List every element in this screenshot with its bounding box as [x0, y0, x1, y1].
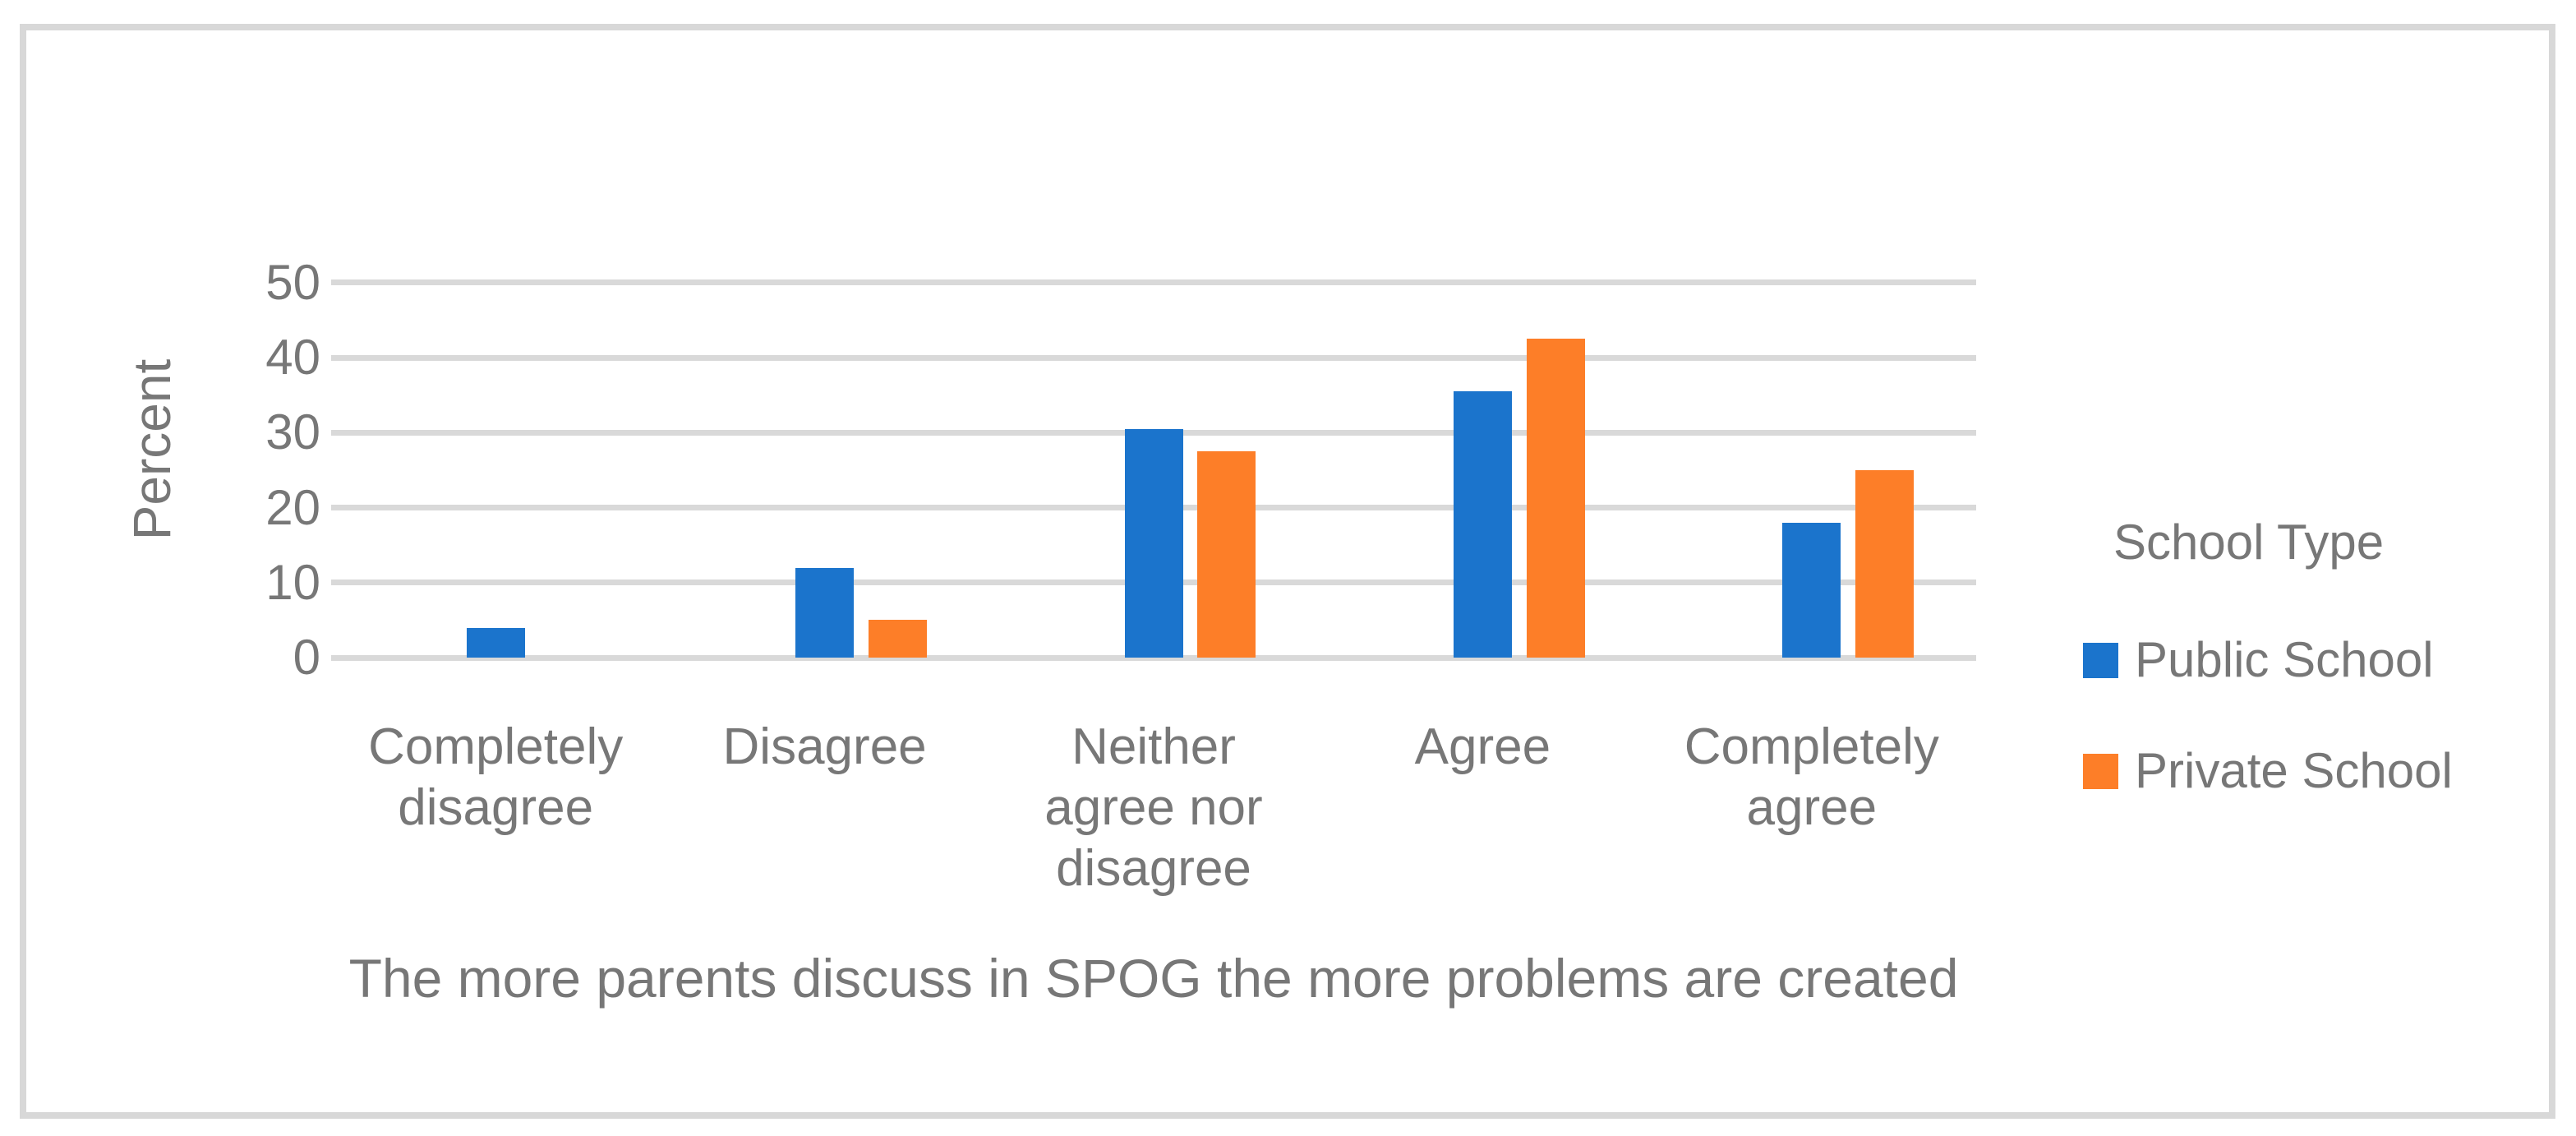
bar-private-school-disagree — [868, 620, 927, 658]
y-tick-label: 50 — [265, 254, 320, 310]
x-category-label-disagree: Disagree — [722, 718, 927, 775]
x-category-label-completely-agree: Completely agree — [1684, 718, 1939, 836]
legend-label-private-school: Private School — [2135, 743, 2453, 798]
bar-private-school-completely-agree — [1855, 469, 1915, 658]
x-category-label-neither-agree-nor-disagree: Neither agree nor disagree — [1044, 718, 1263, 897]
legend-swatch-public-school — [2083, 642, 2118, 678]
gridline-y-40 — [331, 354, 1976, 361]
y-tick-label: 0 — [293, 630, 320, 685]
legend-label-public-school: Public School — [2135, 632, 2434, 687]
bar-private-school-agree — [1526, 339, 1585, 658]
y-tick-label: 20 — [265, 479, 320, 535]
bar-public-school-neither-agree-nor-disagree — [1124, 428, 1183, 658]
y-tick-label: 10 — [265, 554, 320, 610]
x-category-label-agree: Agree — [1414, 718, 1551, 775]
bar-public-school-disagree — [795, 567, 855, 658]
legend-swatch-private-school — [2083, 753, 2118, 789]
gridline-y-0 — [331, 654, 1976, 661]
y-tick-label: 40 — [265, 330, 320, 385]
bar-private-school-neither-agree-nor-disagree — [1197, 451, 1256, 658]
x-axis-title: The more parents discuss in SPOG the mor… — [348, 948, 1959, 1009]
bar-public-school-completely-agree — [1782, 522, 1841, 658]
legend-title: School Type — [2113, 515, 2385, 570]
x-category-label-completely-disagree: Completely disagree — [368, 718, 624, 836]
gridline-y-50 — [331, 279, 1976, 286]
legend-item-public-school: Public School — [2083, 623, 2434, 697]
y-axis-title: Percent — [122, 358, 182, 541]
chart-frame-border — [20, 24, 2555, 1119]
y-tick-label: 30 — [265, 404, 320, 460]
bar-public-school-completely-disagree — [466, 627, 525, 658]
bar-public-school-agree — [1453, 391, 1512, 658]
legend-item-private-school: Private School — [2083, 734, 2453, 808]
